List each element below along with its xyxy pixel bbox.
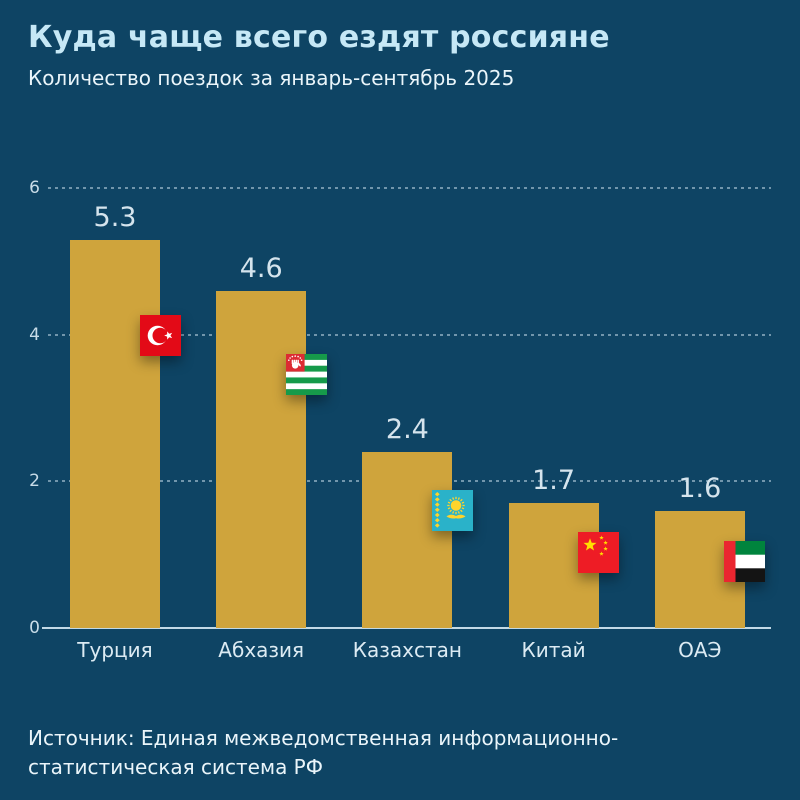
category-label-abkhazia: Абхазия xyxy=(218,638,305,662)
china-flag-icon xyxy=(578,532,620,574)
category-label-kazakhstan: Казахстан xyxy=(352,638,462,662)
page-title: Куда чаще всего ездят россияне xyxy=(28,20,610,55)
x-axis-line xyxy=(42,627,771,629)
value-label-abkhazia: 4.6 xyxy=(239,252,283,284)
y-tick-label-4: 4 xyxy=(29,324,40,345)
source-line-1: Источник: Единая межведомственная информ… xyxy=(28,726,619,750)
abkhazia-flag-icon xyxy=(285,353,327,395)
source-note: Источник: Единая межведомственная информ… xyxy=(28,724,618,782)
y-tick-label-6: 6 xyxy=(29,178,40,199)
bar-turkey xyxy=(70,239,160,628)
page-subtitle: Количество поездок за январь-сентябрь 20… xyxy=(28,66,515,90)
value-label-uae: 1.6 xyxy=(678,472,722,504)
kazakhstan-flag-icon xyxy=(431,490,473,532)
turkey-flag-icon xyxy=(139,314,181,356)
value-label-china: 1.7 xyxy=(532,465,576,497)
value-label-turkey: 5.3 xyxy=(93,201,137,233)
bar-kazakhstan xyxy=(362,452,453,628)
gridline-6 xyxy=(48,187,771,190)
y-tick-label-0: 0 xyxy=(29,618,40,638)
gridline-4 xyxy=(48,333,771,336)
value-label-kazakhstan: 2.4 xyxy=(385,414,429,446)
category-label-china: Китай xyxy=(521,638,586,662)
category-label-turkey: Турция xyxy=(77,638,153,662)
uae-flag-icon xyxy=(724,540,766,582)
category-label-uae: ОАЭ xyxy=(678,638,722,662)
y-tick-label-2: 2 xyxy=(29,471,40,492)
source-line-2: статистическая система РФ xyxy=(28,755,323,779)
bar-abkhazia xyxy=(216,290,307,628)
